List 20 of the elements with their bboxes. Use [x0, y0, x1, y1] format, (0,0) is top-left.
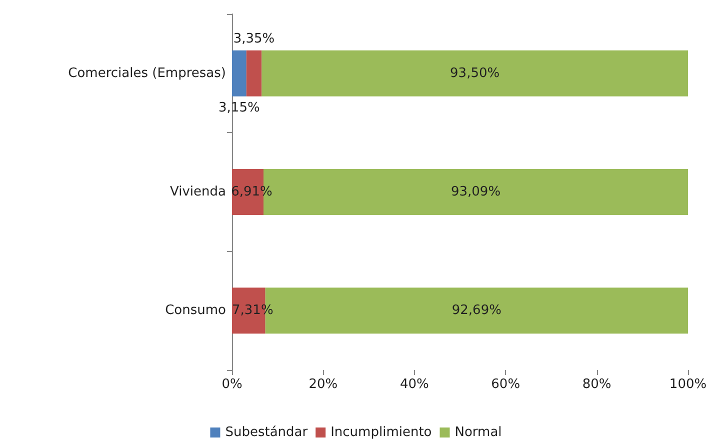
- x-tick-label: 40%: [400, 377, 429, 392]
- bar: [232, 50, 246, 96]
- x-tick-label: 0%: [222, 377, 242, 392]
- data-label: 3,15%: [218, 100, 260, 116]
- x-tick-label: 100%: [669, 377, 707, 392]
- x-tick-label: 20%: [308, 377, 338, 392]
- legend-label: Normal: [454, 425, 502, 440]
- data-label: 3,35%: [233, 31, 275, 46]
- x-tick-label: 60%: [491, 377, 520, 392]
- data-label: 92,69%: [452, 303, 502, 318]
- legend-label: Subestándar: [225, 425, 308, 440]
- data-label: 93,09%: [450, 184, 501, 200]
- y-tick-label: Vivienda: [170, 184, 226, 200]
- x-tick-label: 80%: [582, 377, 612, 392]
- data-label: 93,50%: [450, 66, 500, 81]
- y-tick-label: Comerciales (Empresas): [68, 66, 226, 81]
- y-tick-label: Consumo: [165, 303, 226, 318]
- bar: [246, 50, 262, 96]
- legend-label: Incumplimiento: [330, 425, 432, 440]
- bar: [262, 50, 688, 96]
